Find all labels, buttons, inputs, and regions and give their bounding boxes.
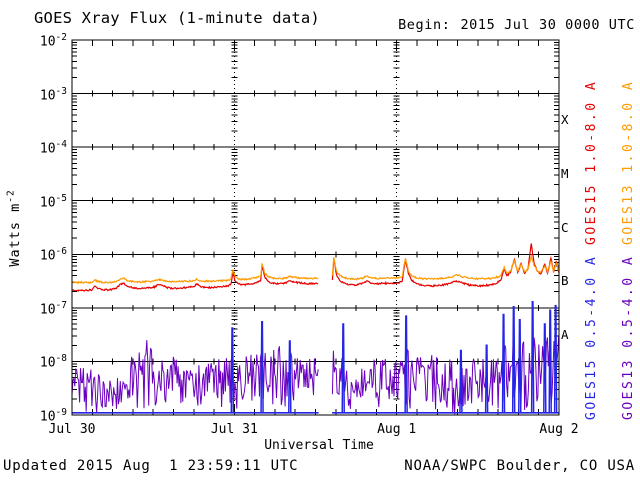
y-tick-label: 10-4 <box>39 139 67 157</box>
y-tick-label: 10-2 <box>39 32 67 50</box>
begin-label: Begin: <box>398 17 451 33</box>
flare-class-x: X <box>561 112 569 128</box>
begin-time: Begin: 2015 Jul 30 0000 UTC <box>398 17 635 33</box>
updated-timestamp: Updated 2015 Aug 1 23:59:11 UTC <box>3 458 299 474</box>
x-tick-label: Jul 31 <box>210 422 258 437</box>
legend-goes13-0-5-4-0-a: GOES13 0.5-4.0 A <box>621 254 636 420</box>
flare-class-c: C <box>561 219 569 235</box>
y-tick-label: 10-8 <box>39 353 67 371</box>
flare-class-a: A <box>561 326 569 342</box>
y-tick-label: 10-7 <box>39 299 67 318</box>
y-tick-label: 10-3 <box>39 85 67 103</box>
begin-value: 2015 Jul 30 0000 UTC <box>460 17 635 33</box>
legend-goes13-1-0-8-0-a: GOES13 1.0-8.0 A <box>621 79 636 245</box>
source-credit: NOAA/SWPC Boulder, CO USA <box>404 458 635 474</box>
x-axis-label: Universal Time <box>264 438 374 453</box>
legend-goes15-0-5-4-0-a: GOES15 0.5-4.0 A <box>584 254 599 420</box>
x-tick-label: Aug 1 <box>377 422 417 437</box>
y-tick-label: 10-6 <box>39 246 67 264</box>
y-tick-label: 10-9 <box>39 407 67 425</box>
x-tick-label: Jul 30 <box>48 422 96 437</box>
flare-class-m: M <box>561 165 569 181</box>
y-tick-label: 10-5 <box>39 192 67 211</box>
x-tick-label: Aug 2 <box>539 422 579 437</box>
flare-class-b: B <box>561 273 569 289</box>
y-axis-title: Watts m-2 <box>5 189 23 267</box>
legend-goes15-1-0-8-0-a: GOES15 1.0-8.0 A <box>584 79 599 245</box>
chart-title: GOES Xray Flux (1-minute data) <box>34 9 320 27</box>
